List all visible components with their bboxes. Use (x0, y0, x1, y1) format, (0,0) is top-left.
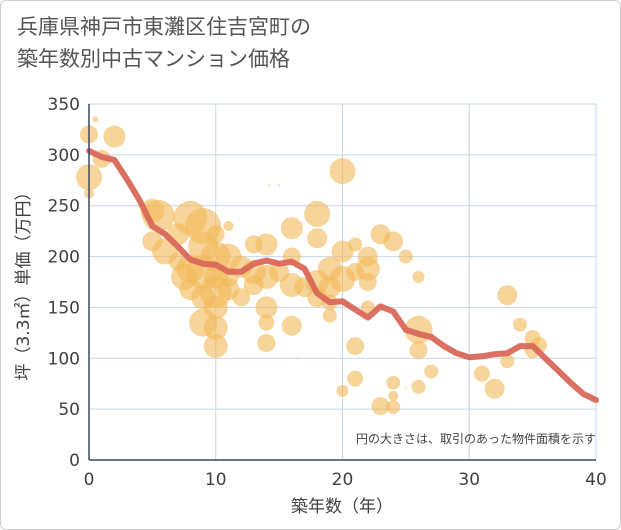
x-axis-title: 築年数（年） (291, 497, 393, 517)
y-tick-label-5: 250 (48, 197, 80, 217)
bubble-85 (484, 378, 505, 399)
bubble-74 (386, 375, 401, 390)
bubble-73 (383, 231, 404, 252)
bubble-33 (232, 288, 251, 307)
x-tick-label-3: 30 (458, 470, 480, 490)
bubble-66 (347, 370, 364, 387)
bubble-86 (497, 285, 518, 306)
chart-title-line-2: 築年数別中古マンション価格 (17, 47, 290, 71)
bubble-87 (500, 354, 515, 369)
bubble-43 (278, 184, 281, 187)
x-tick-label-1: 10 (205, 470, 227, 490)
bubble-58 (322, 308, 337, 323)
bubble-82 (411, 379, 426, 394)
bubble-62 (336, 384, 349, 397)
bubble-83 (424, 364, 439, 379)
bubble-75 (386, 400, 401, 415)
y-axis-title: 坪（3.3㎡）単価（万円） (14, 183, 34, 380)
bubble-79 (412, 270, 425, 283)
bubble-84 (473, 365, 490, 382)
x-tick-label-4: 40 (585, 470, 607, 490)
chart-title-line-1: 兵庫県神戸市東灘区住吉宮町の (17, 15, 311, 39)
bubble-39 (255, 296, 278, 319)
bubble-69 (358, 273, 377, 291)
bubble-26 (203, 334, 228, 359)
bubble-63 (348, 237, 363, 252)
tick-labels: 0 10 20 30 40 0 50 100 150 200 250 300 350 (48, 95, 607, 490)
y-tick-label-6: 300 (48, 146, 80, 166)
y-tick-label-4: 200 (48, 248, 80, 268)
bubble-81 (409, 341, 428, 360)
y-tick-label-1: 50 (58, 400, 80, 420)
y-tick-label-7: 350 (48, 95, 80, 115)
bubble-42 (267, 184, 270, 187)
bubble-65 (346, 337, 365, 356)
y-tick-label-3: 150 (48, 298, 80, 318)
bubble-5 (103, 125, 126, 148)
y-tick-label-2: 100 (48, 349, 80, 369)
bubble-37 (255, 233, 278, 256)
trend-layer (86, 147, 599, 403)
bubble-77 (398, 249, 413, 264)
x-tick-label-0: 0 (84, 470, 95, 490)
bubble-49 (297, 357, 300, 360)
bubble-layer (76, 116, 547, 416)
bubble-88 (512, 317, 527, 332)
bubble-60 (331, 240, 354, 263)
bubble-52 (307, 228, 328, 249)
trend-line (86, 147, 599, 403)
bubble-68 (355, 256, 380, 281)
bubble-41 (257, 334, 276, 353)
bubble-51 (304, 200, 331, 227)
bubble-1 (92, 116, 99, 123)
bubble-28 (223, 221, 234, 232)
chart-note: 円の大きさは、取引のあった物件面積を示す (356, 431, 596, 446)
bubble-76 (388, 390, 399, 401)
bubble-25 (203, 315, 228, 340)
bubble-40 (258, 314, 275, 331)
x-tick-label-2: 20 (332, 470, 354, 490)
bubble-24 (203, 295, 228, 320)
bubble-72 (371, 397, 390, 416)
bubble-27 (206, 225, 225, 244)
chart-title: 兵庫県神戸市東灘区住吉宮町の 築年数別中古マンション価格 (17, 11, 577, 75)
bubble-78 (404, 387, 407, 390)
bubble-48 (281, 315, 302, 336)
y-tick-label-0: 0 (69, 451, 80, 471)
bubble-59 (329, 158, 356, 185)
bubble-45 (280, 217, 303, 240)
axes (88, 104, 596, 461)
